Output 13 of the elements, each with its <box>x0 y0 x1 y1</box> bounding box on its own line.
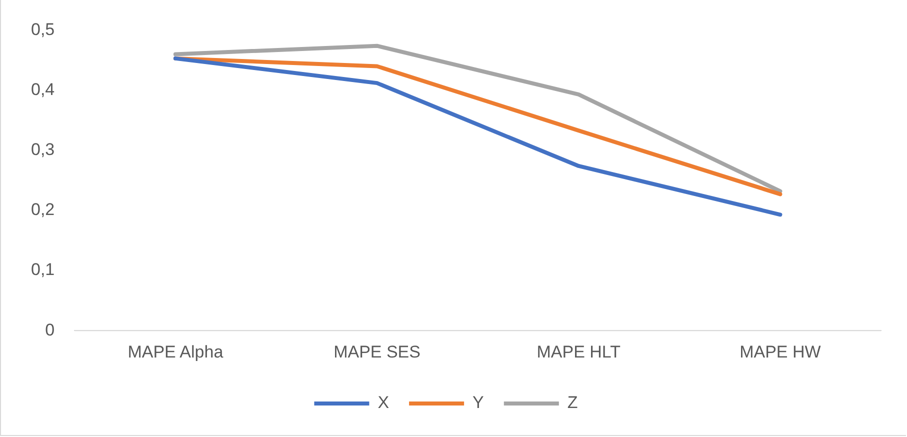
y-tick-label: 0,1 <box>30 260 55 280</box>
legend-label: Y <box>472 393 484 412</box>
y-tick-label: 0,3 <box>30 140 55 160</box>
y-tick-label: 0,2 <box>30 200 55 220</box>
y-tick-label: 0 <box>45 320 55 340</box>
y-tick-label: 0,4 <box>30 80 55 99</box>
y-tick-label: 0,5 <box>30 20 55 39</box>
x-tick-label: MAPE SES <box>334 342 420 362</box>
x-tick-label: MAPE HLT <box>536 342 620 362</box>
legend-label: X <box>378 393 390 412</box>
x-tick-label: MAPE HW <box>740 342 821 362</box>
legend-label: Z <box>567 393 578 412</box>
x-tick-label: MAPE Alpha <box>128 342 224 362</box>
